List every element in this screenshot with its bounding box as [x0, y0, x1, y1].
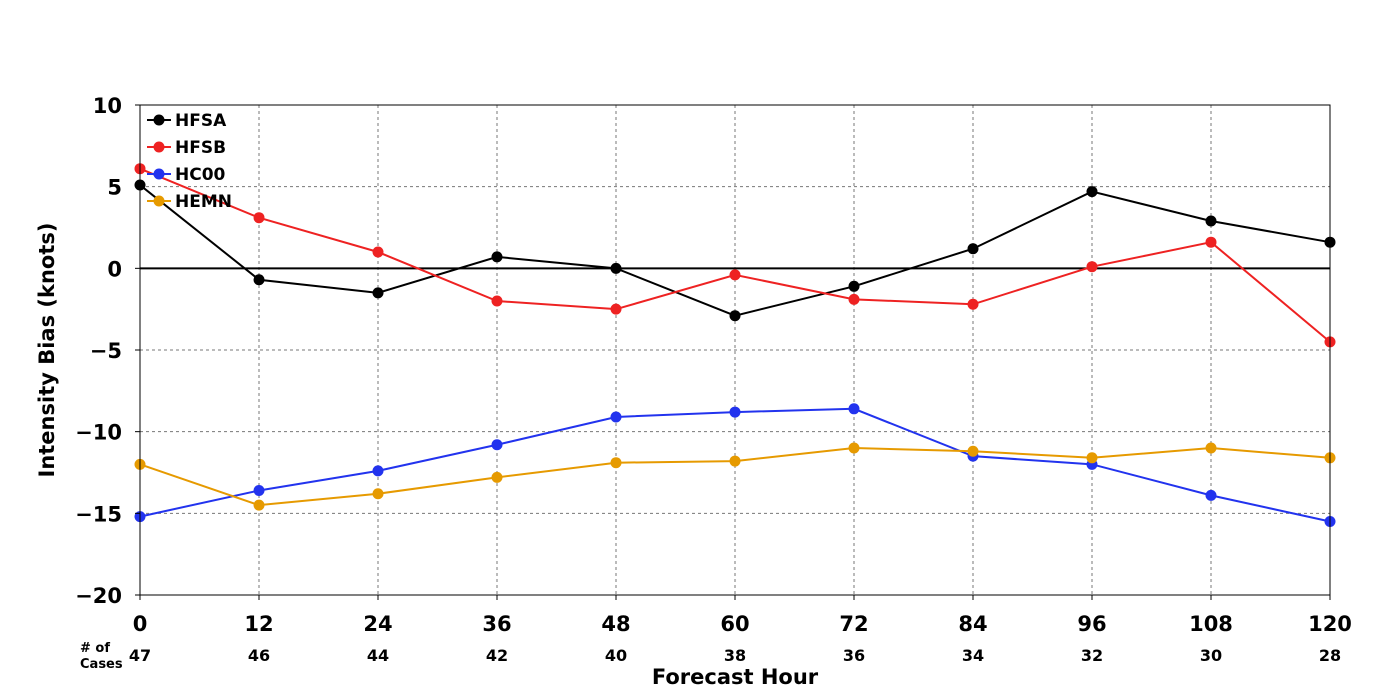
data-point: [729, 455, 741, 467]
legend-item-hemn: HEMN: [147, 192, 232, 212]
data-point: [610, 303, 622, 315]
legend-label: HFSB: [175, 138, 226, 158]
data-point: [253, 274, 265, 286]
cases-row: # of Cases 47 46 44 42 40 38 36 34 32 30 28: [80, 641, 1341, 672]
legend-item-hfsb: HFSB: [147, 138, 226, 158]
x-axis-title: Forecast Hour: [652, 665, 819, 689]
case-count: 32: [1081, 646, 1103, 665]
x-tick-label: 84: [958, 612, 987, 636]
data-point: [1086, 452, 1098, 464]
x-tick-label: 12: [244, 612, 273, 636]
legend-item-hfsa: HFSA: [147, 111, 227, 131]
legend-swatch-marker: [153, 195, 165, 207]
data-point: [1205, 442, 1217, 454]
legend-label: HEMN: [175, 192, 232, 212]
data-point: [372, 488, 384, 500]
data-point: [610, 457, 622, 469]
data-point: [848, 293, 860, 305]
series-group: [134, 163, 1336, 527]
data-point: [1086, 186, 1098, 198]
x-tick-label: 48: [601, 612, 630, 636]
x-tick-label: 36: [482, 612, 511, 636]
series-hfsb: [134, 163, 1336, 348]
data-point: [729, 406, 741, 418]
data-point: [729, 310, 741, 322]
cases-title-line2: Cases: [80, 657, 123, 672]
case-count: 47: [129, 646, 151, 665]
x-tick-label: 0: [133, 612, 148, 636]
legend-item-hc00: HC00: [147, 165, 226, 185]
data-point: [491, 439, 503, 451]
y-tick-label: 0: [107, 257, 122, 281]
data-point: [372, 246, 384, 258]
x-tick-label: 96: [1077, 612, 1106, 636]
data-point: [967, 243, 979, 255]
case-count: 28: [1319, 646, 1341, 665]
data-point: [848, 442, 860, 454]
series-hemn: [134, 442, 1336, 511]
data-point: [848, 280, 860, 292]
case-count: 44: [367, 646, 389, 665]
data-point: [253, 212, 265, 224]
case-count: 36: [843, 646, 865, 665]
case-count: 46: [248, 646, 270, 665]
x-tick-label: 120: [1308, 612, 1352, 636]
data-point: [491, 295, 503, 307]
data-point: [372, 287, 384, 299]
grid: [140, 105, 1330, 595]
data-point: [491, 251, 503, 263]
legend-label: HFSA: [175, 111, 227, 131]
data-point: [253, 484, 265, 496]
data-point: [967, 445, 979, 457]
y-tick-label: 5: [107, 176, 122, 200]
legend: HFSA HFSB HC00 HEMN: [147, 111, 232, 212]
data-point: [610, 411, 622, 423]
data-point: [1205, 489, 1217, 501]
x-tick-label: 24: [363, 612, 392, 636]
legend-swatch-marker: [153, 141, 165, 153]
axes: 0 12 24 36 48 60 72 84 96 108 120 10 5 0 −5 −10 −15 −20: [75, 94, 1352, 636]
data-point: [491, 471, 503, 483]
data-point: [1086, 261, 1098, 273]
legend-label: HC00: [175, 165, 226, 185]
y-tick-label: −5: [90, 339, 122, 363]
x-tick-label: 108: [1189, 612, 1233, 636]
data-point: [1205, 236, 1217, 248]
data-point: [610, 262, 622, 274]
cases-title-line1: # of: [80, 641, 110, 656]
case-count: 42: [486, 646, 508, 665]
y-tick-label: −15: [75, 502, 122, 526]
data-point: [729, 269, 741, 281]
case-count: 34: [962, 646, 984, 665]
data-point: [1205, 215, 1217, 227]
data-point: [967, 298, 979, 310]
x-tick-label: 60: [720, 612, 749, 636]
y-axis-title: Intensity Bias (knots): [35, 223, 59, 478]
series-hfsa: [134, 179, 1336, 322]
x-tick-label: 72: [839, 612, 868, 636]
y-tick-label: −20: [75, 584, 122, 608]
legend-swatch-marker: [153, 168, 165, 180]
y-tick-label: 10: [93, 94, 122, 118]
data-point: [253, 499, 265, 511]
case-count: 38: [724, 646, 746, 665]
y-tick-label: −10: [75, 421, 122, 445]
case-count: 40: [605, 646, 627, 665]
case-count: 30: [1200, 646, 1222, 665]
data-point: [848, 403, 860, 415]
legend-swatch-marker: [153, 114, 165, 126]
data-point: [372, 465, 384, 477]
